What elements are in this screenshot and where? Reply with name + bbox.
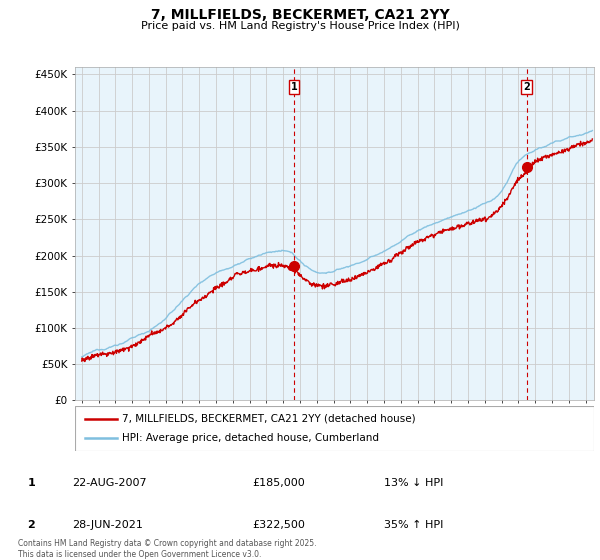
Text: Price paid vs. HM Land Registry's House Price Index (HPI): Price paid vs. HM Land Registry's House … xyxy=(140,21,460,31)
Text: 7, MILLFIELDS, BECKERMET, CA21 2YY: 7, MILLFIELDS, BECKERMET, CA21 2YY xyxy=(151,8,449,22)
Text: 2: 2 xyxy=(523,82,530,92)
Text: 1: 1 xyxy=(291,82,298,92)
Text: 7, MILLFIELDS, BECKERMET, CA21 2YY (detached house): 7, MILLFIELDS, BECKERMET, CA21 2YY (deta… xyxy=(122,413,415,423)
Text: 35% ↑ HPI: 35% ↑ HPI xyxy=(384,520,443,530)
Text: Contains HM Land Registry data © Crown copyright and database right 2025.
This d: Contains HM Land Registry data © Crown c… xyxy=(18,539,317,559)
Text: 22-AUG-2007: 22-AUG-2007 xyxy=(72,478,146,488)
Text: 28-JUN-2021: 28-JUN-2021 xyxy=(72,520,143,530)
Text: £322,500: £322,500 xyxy=(252,520,305,530)
Text: 2: 2 xyxy=(28,520,35,530)
Text: £185,000: £185,000 xyxy=(252,478,305,488)
Text: HPI: Average price, detached house, Cumberland: HPI: Average price, detached house, Cumb… xyxy=(122,433,379,444)
Text: 1: 1 xyxy=(28,478,35,488)
Text: 13% ↓ HPI: 13% ↓ HPI xyxy=(384,478,443,488)
